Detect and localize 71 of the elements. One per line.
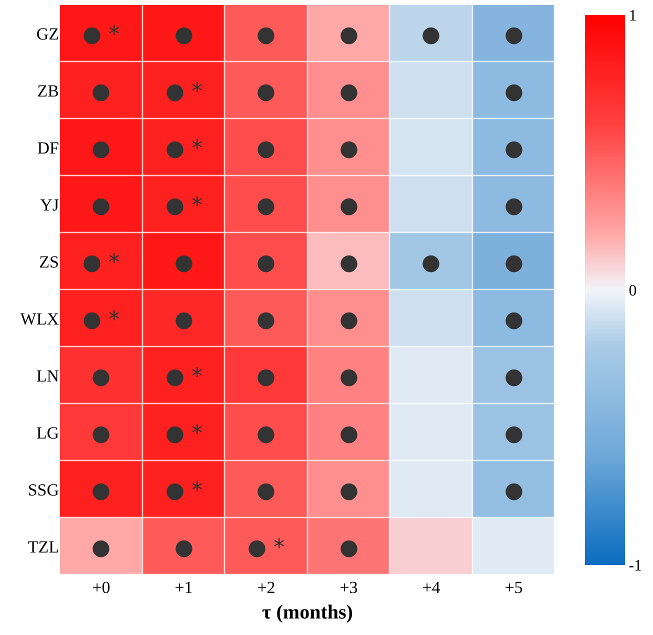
data-label: ● (504, 308, 524, 333)
data-label: ● (421, 250, 441, 276)
data-label: ● (421, 22, 441, 48)
data-label: ● (174, 536, 194, 561)
data-label: ● (256, 422, 276, 447)
data-label: ● * (165, 422, 203, 447)
data-label: ● * (247, 536, 285, 561)
y-tick-label: ZS (39, 252, 59, 272)
data-label: ● (256, 308, 276, 333)
data-label: ● (91, 536, 111, 561)
y-tick-label: YJ (40, 195, 60, 214)
y-tick-label: DF (37, 138, 59, 158)
data-label: ● (256, 478, 276, 504)
data-label: ● (504, 364, 524, 390)
data-label: ● * (165, 478, 203, 504)
color-bar-label: 1 (628, 8, 637, 25)
color-bar-label: -1 (628, 558, 642, 575)
data-label: ● (504, 250, 524, 276)
data-label: ● (504, 194, 524, 219)
data-label: ● (339, 422, 359, 447)
data-label: ● (256, 250, 276, 276)
data-label: ● (91, 364, 111, 390)
data-label: ● (504, 80, 524, 105)
data-label: ● (339, 194, 359, 219)
data-label: ● (256, 136, 276, 162)
y-tick-label: LG (36, 423, 59, 442)
data-label: ● * (165, 136, 203, 162)
data-label: ● (339, 22, 359, 48)
y-tick-label: TZL (28, 537, 59, 556)
data-label: ● (174, 250, 194, 276)
data-label: ● * (165, 194, 203, 219)
data-label: ● (504, 136, 524, 162)
data-label: ● * (82, 22, 120, 48)
data-label: ● (256, 22, 276, 48)
x-tick-label: +4 (422, 578, 441, 597)
color-bar-label: 0 (628, 282, 637, 300)
x-tick-label: +5 (504, 578, 523, 597)
data-label: ● (174, 308, 194, 333)
y-tick-label: GZ (36, 24, 59, 44)
data-label: ● * (82, 250, 120, 276)
data-label: ● (504, 478, 524, 504)
x-tick-label: +0 (92, 578, 110, 597)
y-tick-label: LN (36, 366, 59, 386)
data-label: ● (339, 136, 359, 162)
x-tick-label: +1 (174, 578, 193, 597)
data-label: ● * (82, 308, 120, 333)
data-label: ● (256, 80, 276, 105)
data-label: ● (91, 136, 111, 162)
data-label: ● (91, 478, 111, 504)
data-label: ● (339, 536, 359, 561)
y-tick-label: WLX (20, 309, 59, 328)
data-label: ● (339, 250, 359, 276)
x-axis-title: τ (months) (262, 602, 353, 624)
y-tick-label: ZB (37, 81, 59, 100)
data-label: ● * (165, 364, 203, 390)
data-label: ● (339, 80, 359, 105)
data-label: ● (91, 194, 111, 219)
data-label: ● (339, 478, 359, 504)
data-label: ● (91, 422, 111, 447)
data-label: ● (91, 80, 111, 105)
data-label: ● (504, 22, 524, 48)
data-label: ● * (165, 80, 203, 105)
data-label: ● (339, 364, 359, 390)
data-label: ● (504, 422, 524, 447)
data-label: ● (256, 364, 276, 390)
data-label: ● (256, 194, 276, 219)
x-tick-label: +3 (340, 578, 358, 597)
x-tick-label: +2 (257, 578, 276, 597)
data-label: ● (174, 22, 194, 48)
data-label: ● (339, 308, 359, 333)
y-tick-label: SSG (28, 480, 59, 500)
